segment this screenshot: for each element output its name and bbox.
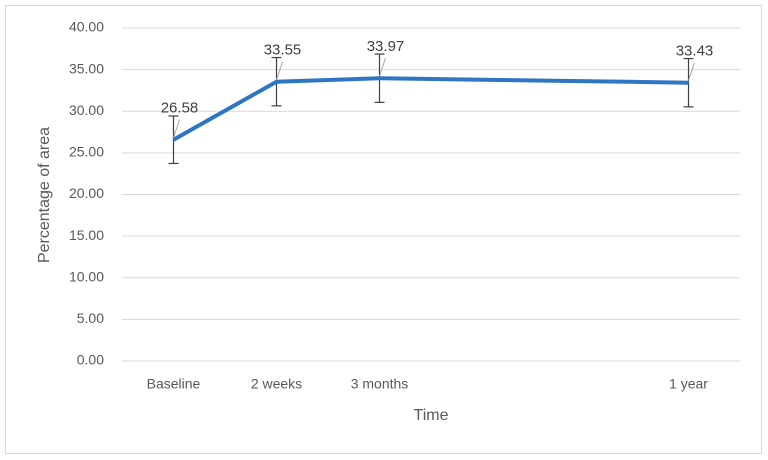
x-tick-label: 2 weeks — [251, 376, 302, 392]
y-tick-label: 20.00 — [69, 185, 104, 201]
leader-line — [688, 62, 695, 81]
x-tick-label: 1 year — [669, 376, 708, 392]
y-tick-label: 40.00 — [69, 19, 104, 35]
y-tick-label: 5.00 — [77, 310, 104, 326]
y-tick-label: 25.00 — [69, 144, 104, 160]
x-tick-label: 3 months — [351, 376, 409, 392]
y-tick-label: 10.00 — [69, 268, 104, 284]
y-tick-label: 35.00 — [69, 60, 104, 76]
y-axis-title: Percentage of area — [36, 127, 53, 263]
data-label: 33.43 — [676, 43, 714, 60]
leader-line — [173, 119, 180, 138]
y-tick-label: 30.00 — [69, 102, 104, 118]
x-tick-label: Baseline — [147, 376, 201, 392]
line — [172, 76, 689, 142]
leader-line — [379, 58, 386, 77]
data-label: 33.55 — [264, 42, 302, 59]
x-axis-title: Time — [414, 407, 449, 424]
leader-line — [276, 61, 283, 80]
y-tick-label: 0.00 — [77, 352, 104, 368]
data-label: 26.58 — [161, 100, 199, 117]
data-label: 33.97 — [367, 38, 405, 55]
y-tick-label: 15.00 — [69, 227, 104, 243]
